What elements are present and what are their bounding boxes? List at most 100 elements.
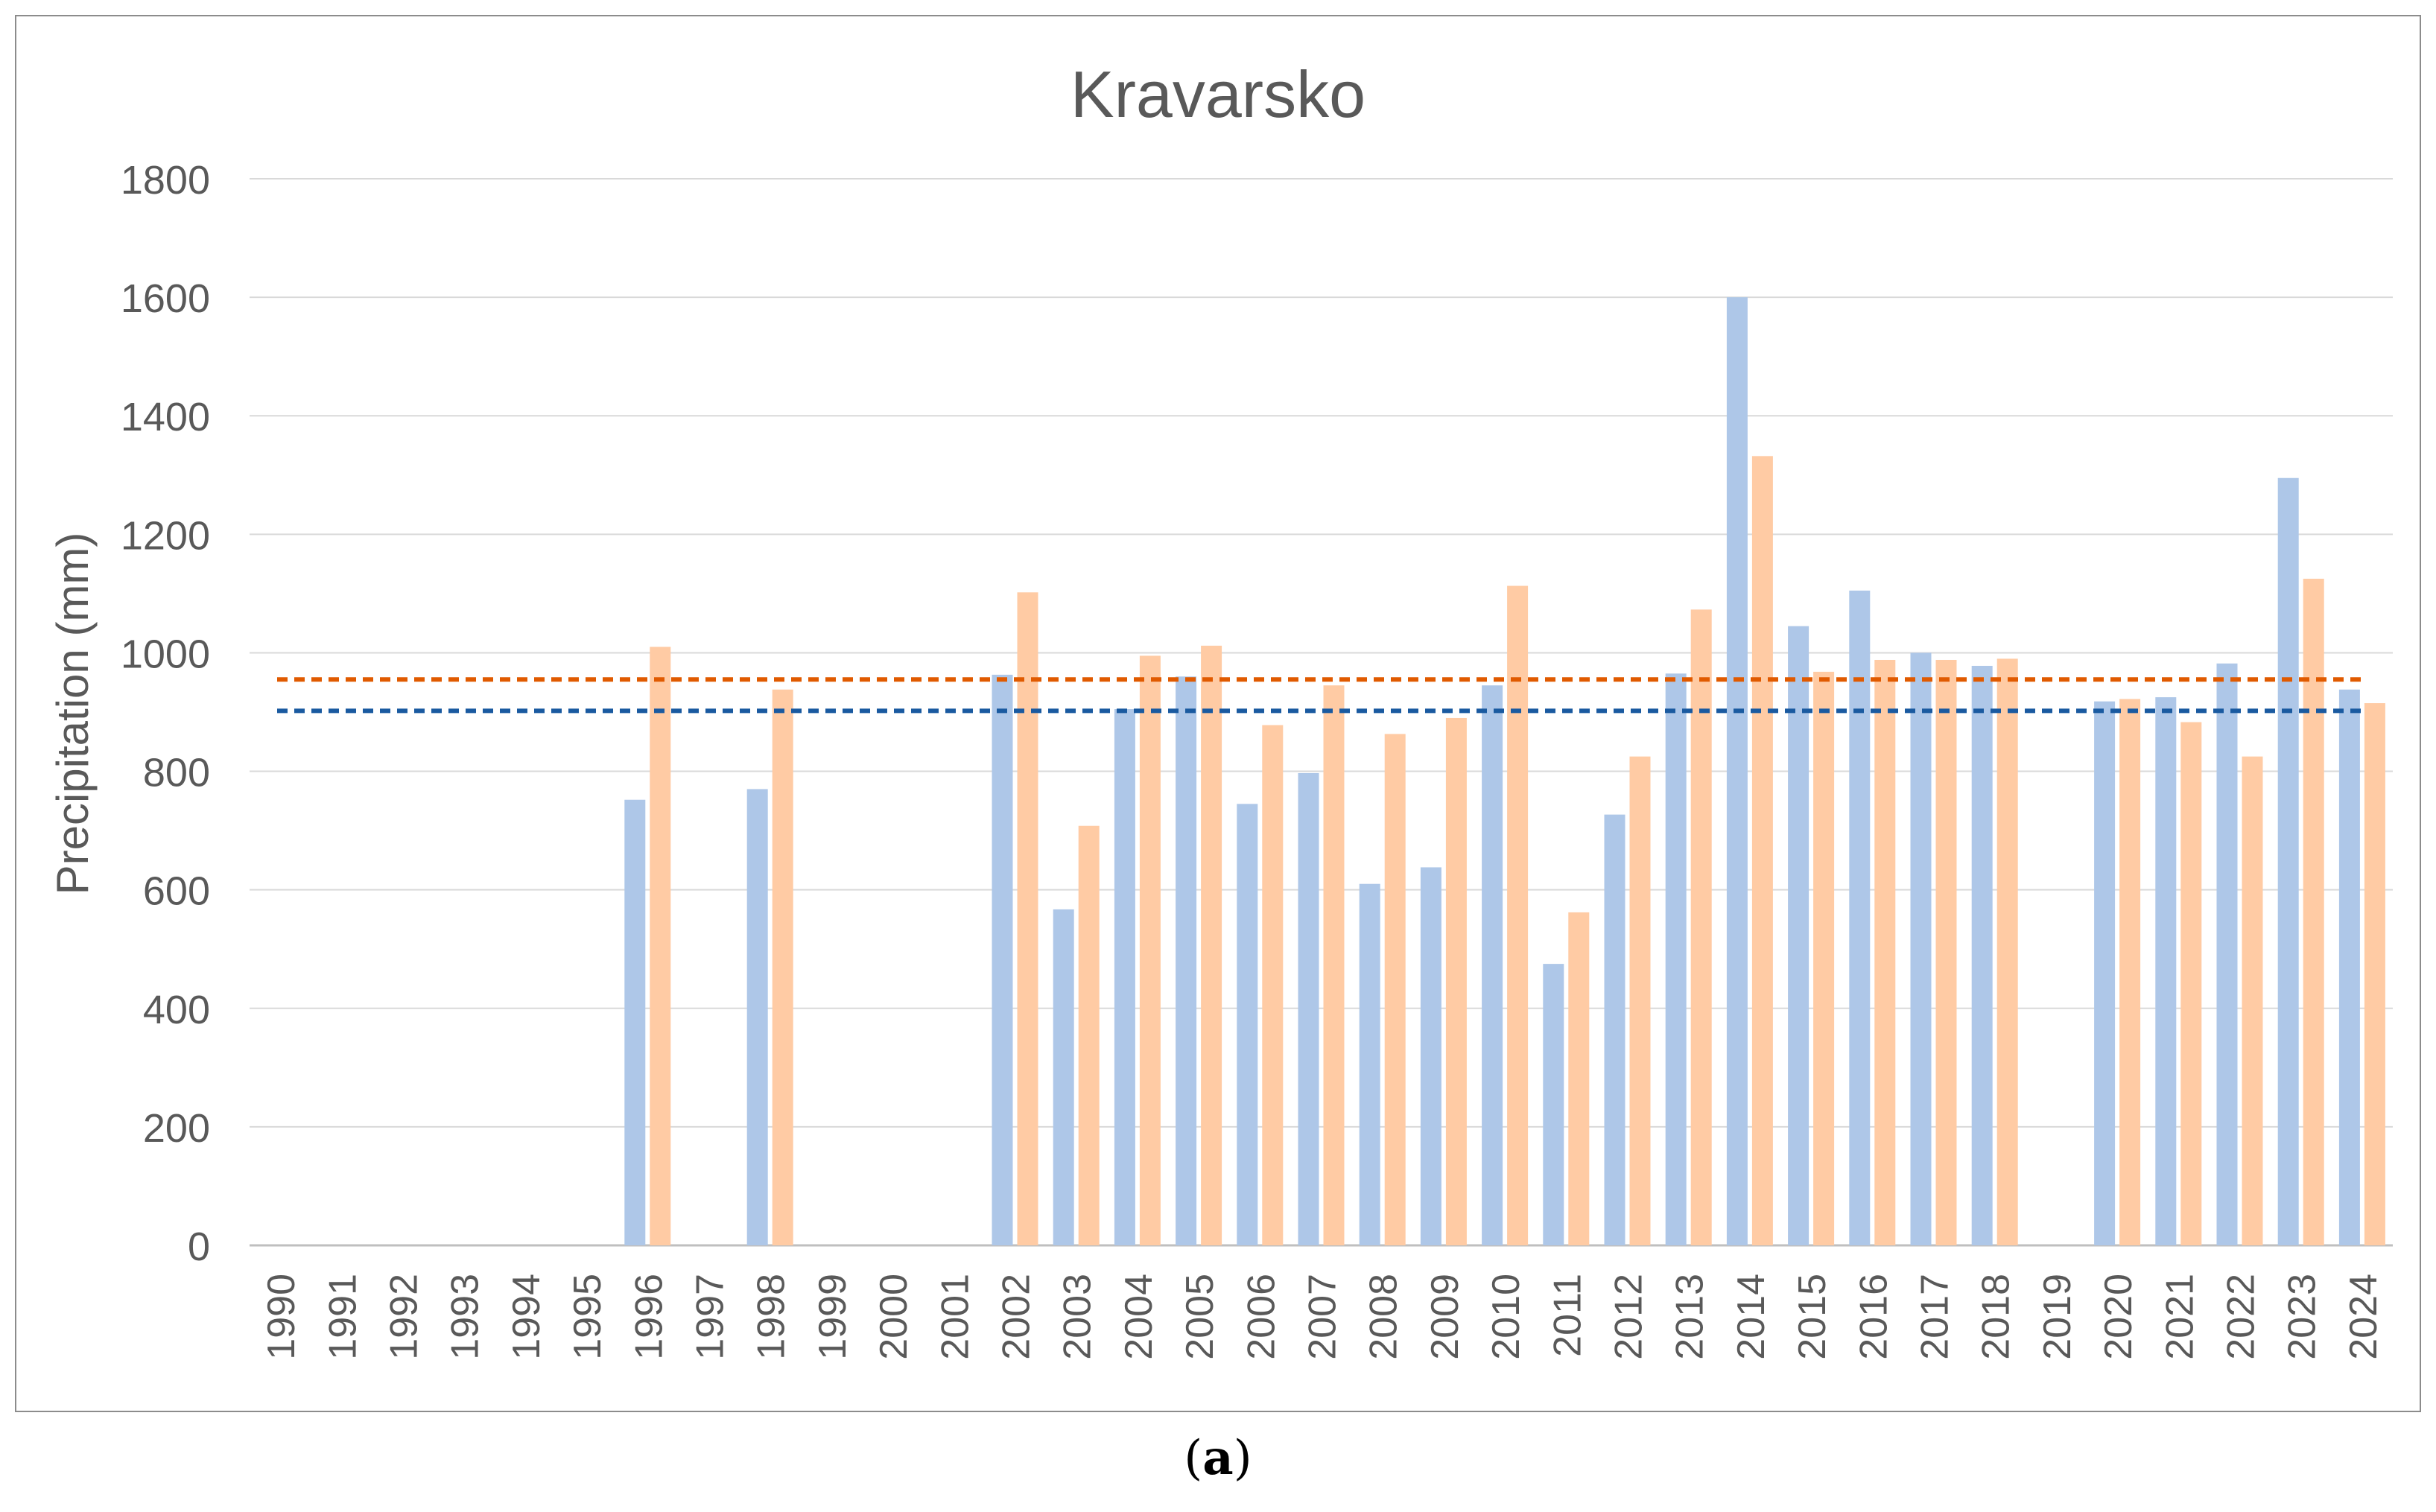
x-tick-label: 1990 xyxy=(260,1274,303,1360)
chart-title: Kravarsko xyxy=(1070,57,1366,131)
x-tick-label: 1991 xyxy=(321,1274,364,1360)
x-tick-label: 2015 xyxy=(1791,1274,1834,1360)
y-tick-label: 1200 xyxy=(121,513,210,558)
bar xyxy=(2216,663,2238,1245)
bar xyxy=(1507,585,1529,1245)
x-tick-label: 2019 xyxy=(2036,1274,2079,1360)
x-tick-label: 2012 xyxy=(1608,1274,1651,1360)
x-tick-label: 2016 xyxy=(1852,1274,1895,1360)
bar xyxy=(1017,592,1038,1245)
y-tick-label: 800 xyxy=(143,751,210,795)
x-tick-label: 1996 xyxy=(627,1274,670,1360)
bar xyxy=(2242,756,2263,1245)
x-tick-label: 2024 xyxy=(2342,1274,2385,1360)
bar xyxy=(1935,659,1957,1245)
bar xyxy=(1604,814,1625,1245)
y-tick-label: 0 xyxy=(188,1224,210,1269)
bar xyxy=(1114,709,1135,1245)
x-tick-label: 2014 xyxy=(1730,1274,1773,1360)
figure-caption: (a) xyxy=(0,1430,2436,1486)
x-tick-label: 1998 xyxy=(750,1274,793,1360)
y-axis-label: Precipitation (mm) xyxy=(48,533,98,895)
bar xyxy=(1262,725,1284,1245)
bar xyxy=(1726,297,1748,1246)
bar xyxy=(1298,772,1319,1245)
x-tick-label: 2013 xyxy=(1669,1274,1712,1360)
bar xyxy=(1053,909,1074,1245)
x-tick-label: 2005 xyxy=(1179,1274,1222,1360)
gridlines xyxy=(250,178,2393,1247)
bar xyxy=(624,799,646,1245)
bar xyxy=(1078,825,1100,1245)
bar xyxy=(2155,697,2177,1245)
x-tick-label: 2003 xyxy=(1056,1274,1100,1360)
bar xyxy=(1788,626,1809,1245)
reference-lines xyxy=(277,677,2366,714)
bar xyxy=(1751,456,1773,1245)
x-tick-label: 1992 xyxy=(383,1274,426,1360)
bar xyxy=(1384,734,1406,1245)
x-tick-label: 2021 xyxy=(2158,1274,2201,1360)
bar xyxy=(1176,676,1197,1245)
bar xyxy=(1359,883,1380,1245)
bar xyxy=(2303,579,2324,1245)
bar xyxy=(1139,655,1161,1245)
bar xyxy=(1323,685,1345,1245)
bar xyxy=(1445,717,1467,1245)
caption-open: ( xyxy=(1184,1431,1203,1486)
bars xyxy=(624,297,2385,1246)
caption-label: a xyxy=(1202,1430,1234,1486)
y-tick-label: 1800 xyxy=(121,158,210,203)
bar xyxy=(1971,665,1993,1245)
bar xyxy=(1420,867,1441,1245)
x-tick-label: 1999 xyxy=(811,1274,854,1360)
x-tick-label: 2010 xyxy=(1485,1274,1528,1360)
x-tick-label: 2002 xyxy=(995,1274,1038,1360)
y-tick-label: 400 xyxy=(143,988,210,1032)
bar xyxy=(650,647,671,1245)
bar xyxy=(2119,699,2141,1245)
bar xyxy=(2094,701,2116,1245)
bar xyxy=(1629,756,1651,1245)
bar xyxy=(992,674,1013,1245)
bar xyxy=(2338,689,2360,1245)
y-tick-label: 200 xyxy=(143,1106,210,1151)
caption-close: ) xyxy=(1233,1431,1252,1486)
x-tick-label: 2006 xyxy=(1240,1274,1283,1360)
bar xyxy=(1813,671,1835,1245)
x-tick-label: 1994 xyxy=(505,1274,548,1360)
bar xyxy=(1237,804,1258,1245)
x-tick-label: 2000 xyxy=(872,1274,916,1360)
bar xyxy=(1543,964,1564,1245)
y-tick-label: 600 xyxy=(143,869,210,914)
bar xyxy=(1568,912,1590,1245)
bar xyxy=(772,689,793,1245)
bar xyxy=(1690,609,1712,1245)
x-tick-label: 1997 xyxy=(689,1274,732,1360)
y-tick-label: 1400 xyxy=(121,395,210,439)
bar xyxy=(1482,685,1503,1245)
x-tick-label: 2001 xyxy=(933,1274,977,1360)
x-tick-label: 2011 xyxy=(1546,1274,1589,1357)
x-tick-label: 2022 xyxy=(2220,1274,2263,1360)
x-tick-label: 2004 xyxy=(1117,1274,1161,1360)
bar xyxy=(746,789,768,1245)
bar xyxy=(2364,703,2385,1245)
bar xyxy=(1665,673,1687,1245)
bar xyxy=(1996,658,2018,1245)
bar xyxy=(2277,477,2299,1245)
x-tick-label: 2020 xyxy=(2097,1274,2140,1360)
bar xyxy=(1849,590,1871,1245)
x-tick-label: 2007 xyxy=(1301,1274,1345,1360)
x-tick-label: 1995 xyxy=(566,1274,609,1360)
y-tick-label: 1000 xyxy=(121,632,210,676)
x-tick-label: 2017 xyxy=(1914,1274,1957,1360)
bar xyxy=(1201,645,1222,1245)
y-tick-label: 1600 xyxy=(121,276,210,321)
x-tick-label: 2018 xyxy=(1975,1274,2018,1360)
x-tick-label: 2023 xyxy=(2281,1274,2324,1360)
bar xyxy=(2180,722,2202,1245)
x-tick-labels: 1990 1991 1992 1993 1994 1995 1996 1997 1998 1999… xyxy=(260,1274,2385,1360)
x-tick-label: 1993 xyxy=(444,1274,487,1360)
